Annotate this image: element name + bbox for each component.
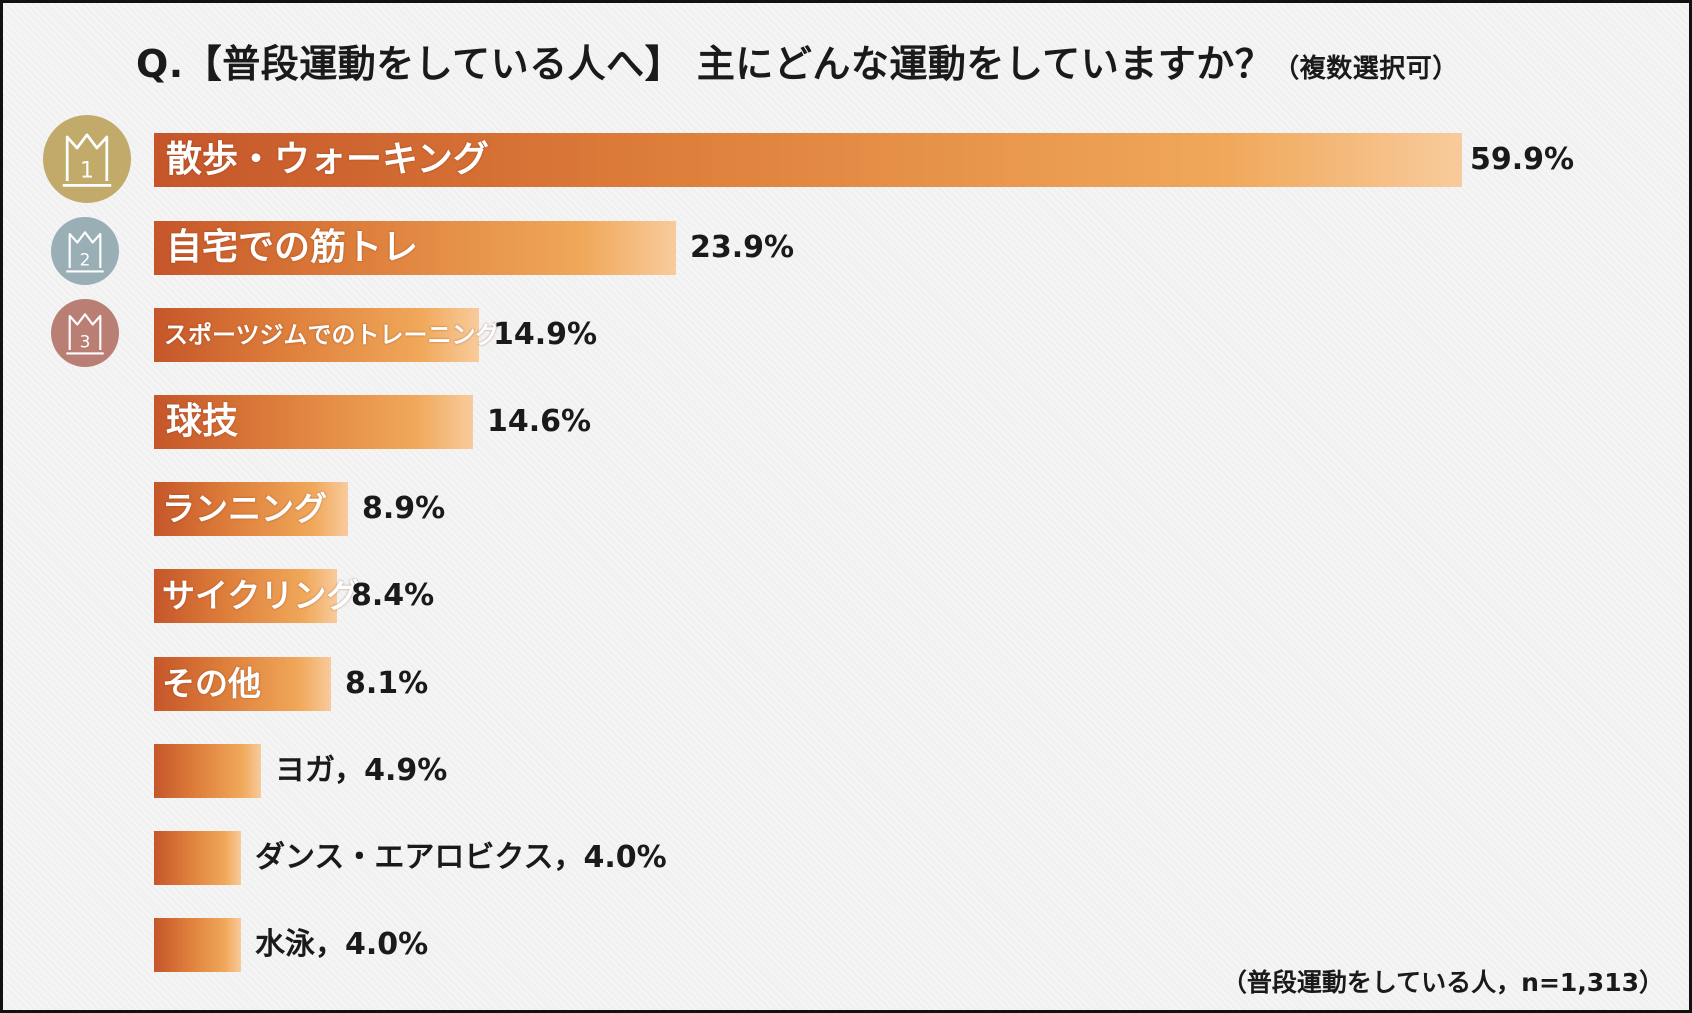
crown-3-icon: 3 — [66, 313, 104, 355]
value-label-2: 23.9% — [690, 230, 795, 265]
title-sub: （複数選択可） — [1273, 54, 1459, 84]
value-label-7: 8.1% — [345, 666, 429, 701]
bar-6: サイクリング — [154, 569, 359, 623]
bar-8 — [154, 744, 261, 798]
bar-label-3: スポーツジムでのトレーニング — [164, 321, 500, 349]
medal-rank-3: 3 — [80, 332, 91, 352]
value-label-6: 8.4% — [351, 578, 435, 613]
medal-gold-badge: 1 — [43, 115, 131, 203]
bar-9 — [154, 831, 241, 885]
sample-size-note: （普段運動をしている人，n=1,313） — [1221, 968, 1664, 997]
crown-2-icon: 2 — [66, 231, 104, 273]
value-label-3: 14.9% — [493, 317, 598, 352]
bar-label-2: 自宅での筋トレ — [166, 227, 419, 268]
chart-title: Q.【普段運動をしている人へ】 主にどんな運動をしていますか？（複数選択可） — [136, 33, 1459, 88]
title-main: Q.【普段運動をしている人へ】 主にどんな運動をしていますか？ — [136, 42, 1274, 86]
value-label-10: 水泳，4.0% — [255, 927, 429, 962]
medal-bronze-badge: 3 — [51, 299, 119, 367]
crown-1-icon: 1 — [62, 133, 112, 187]
bar-2: 自宅での筋トレ — [154, 221, 676, 275]
medal-rank-1: 1 — [80, 159, 94, 184]
bar-10 — [154, 918, 241, 972]
value-label-1: 59.9% — [1470, 142, 1575, 177]
bar-label-4: 球技 — [166, 401, 239, 442]
bar-1: 散歩・ウォーキング — [154, 133, 1462, 187]
medal-rank-2: 2 — [80, 250, 91, 270]
value-label-5: 8.9% — [362, 491, 446, 526]
bar-5: ランニング — [154, 482, 348, 536]
bar-7: その他 — [154, 657, 331, 711]
bar-label-5: ランニング — [162, 489, 327, 528]
bar-3: スポーツジムでのトレーニング — [154, 308, 500, 362]
value-label-4: 14.6% — [487, 404, 592, 439]
bar-label-1: 散歩・ウォーキング — [166, 139, 489, 180]
medal-silver-badge: 2 — [51, 217, 119, 285]
bar-label-6: サイクリング — [162, 576, 360, 615]
bar-label-7: その他 — [162, 664, 261, 703]
value-label-9: ダンス・エアロビクス，4.0% — [255, 840, 667, 875]
bar-4: 球技 — [154, 395, 473, 449]
value-label-8: ヨガ，4.9% — [275, 753, 448, 788]
